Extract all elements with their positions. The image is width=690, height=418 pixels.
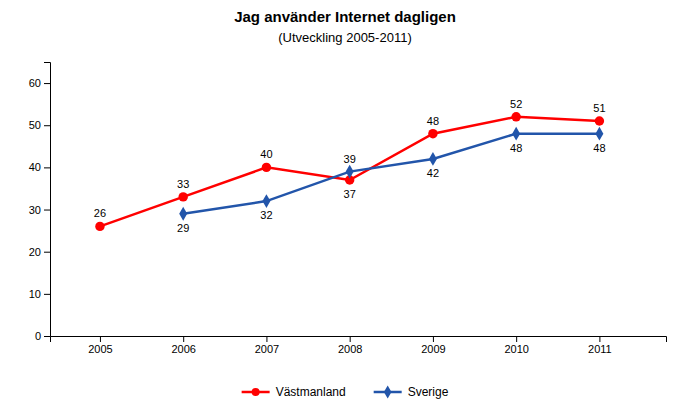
tick-label: 2007 — [255, 343, 279, 355]
tick: 2009 — [421, 336, 445, 355]
tick: 2011 — [588, 336, 612, 355]
tick-mark — [433, 336, 434, 342]
marks — [95, 112, 604, 231]
tick: 2008 — [338, 336, 362, 355]
tick-label: 30 — [29, 204, 41, 216]
tick-mark — [44, 336, 50, 337]
tick: 40 — [29, 161, 50, 173]
tick: 20 — [29, 246, 50, 258]
point — [595, 116, 604, 125]
title: Jag använder Internet dagligen — [234, 8, 456, 25]
tick-mark — [44, 294, 50, 295]
subtitle: (Utveckling 2005-2011) — [278, 30, 411, 45]
data-label: 48 — [427, 115, 439, 127]
legend-item: Sverige — [374, 385, 449, 399]
chart: Jag använder Internet dagligen (Utvecklin… — [0, 0, 690, 418]
point — [179, 207, 187, 221]
tick-mark — [266, 336, 267, 342]
point — [429, 152, 437, 166]
point — [95, 222, 104, 231]
point — [595, 127, 603, 141]
tick-mark — [44, 83, 50, 84]
tick: 2005 — [88, 336, 112, 355]
x-axis: 2005 2006 2007 2008 2009 2010 2011 — [51, 336, 667, 355]
legend-label: Västmanland — [276, 385, 346, 399]
legend-marker — [252, 388, 260, 396]
plot-area: 2005 2006 2007 2008 2009 2010 2011 0 10 20 30 40 50 6… — [29, 63, 667, 355]
data-label: 33 — [177, 178, 189, 190]
data-label: 51 — [593, 102, 605, 114]
data-label: 40 — [260, 148, 272, 160]
series-line — [183, 134, 599, 214]
tick: 10 — [29, 288, 50, 300]
tick-label: 0 — [35, 330, 41, 342]
tick-label: 2009 — [421, 343, 445, 355]
tick-mark — [44, 252, 50, 253]
tick-label: 50 — [29, 119, 41, 131]
tick: 0 — [35, 330, 50, 342]
axis-line — [44, 63, 51, 337]
tick-label: 2006 — [171, 343, 195, 355]
legend: Västmanland Sverige — [242, 385, 449, 399]
tick-label: 2011 — [588, 343, 612, 355]
tick: 50 — [29, 119, 50, 131]
tick-mark — [516, 336, 517, 342]
data-label: 48 — [510, 142, 522, 154]
data-label: 32 — [260, 209, 272, 221]
legend-label: Sverige — [408, 385, 449, 399]
data-labels: 26 33 40 37 48 52 51 29 32 39 42 48 48 — [94, 98, 606, 234]
tick-mark — [44, 210, 50, 211]
tick: 30 — [29, 204, 50, 216]
tick-mark — [100, 336, 101, 342]
data-label: 42 — [427, 167, 439, 179]
tick-mark — [599, 336, 600, 342]
y-axis: 0 10 20 30 40 50 60 — [29, 63, 51, 343]
data-label: 29 — [177, 222, 189, 234]
point — [346, 165, 354, 179]
point — [178, 192, 187, 201]
point — [428, 129, 437, 138]
tick-label: 10 — [29, 288, 41, 300]
tick-label: 2010 — [504, 343, 528, 355]
axis-line — [51, 337, 667, 343]
tick-mark — [350, 336, 351, 342]
point — [262, 194, 270, 208]
tick-label: 2005 — [88, 343, 112, 355]
tick: 2010 — [504, 336, 528, 355]
tick-mark — [183, 336, 184, 342]
series-line — [100, 117, 599, 227]
tick-label: 40 — [29, 161, 41, 173]
data-label: 37 — [344, 188, 356, 200]
tick-label: 2008 — [338, 343, 362, 355]
tick-mark — [44, 167, 50, 168]
data-label: 26 — [94, 207, 106, 219]
data-label: 52 — [510, 98, 522, 110]
tick-label: 60 — [29, 77, 41, 89]
tick-label: 20 — [29, 246, 41, 258]
data-label: 48 — [593, 142, 605, 154]
legend-item: Västmanland — [242, 385, 346, 399]
data-label: 39 — [344, 153, 356, 165]
point — [262, 163, 271, 172]
legend-marker — [384, 385, 392, 398]
point — [511, 112, 520, 121]
tick: 2007 — [255, 336, 279, 355]
point — [512, 127, 520, 141]
tick-mark — [44, 125, 50, 126]
tick: 60 — [29, 77, 50, 89]
tick: 2006 — [171, 336, 195, 355]
